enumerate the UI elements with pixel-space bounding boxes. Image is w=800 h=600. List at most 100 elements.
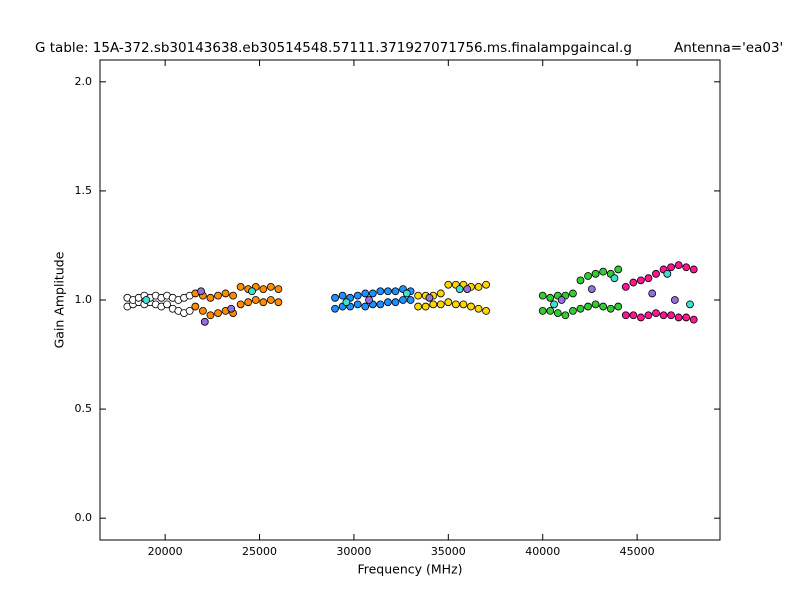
chart-title: G table: 15A-372.sb30143638.eb30514548.5… xyxy=(35,40,632,56)
point xyxy=(163,300,171,309)
point xyxy=(682,263,691,272)
point xyxy=(576,304,585,313)
x-tick-label: 25000 xyxy=(242,545,277,558)
point xyxy=(459,300,468,309)
y-tick-label: 0.0 xyxy=(75,511,93,524)
point xyxy=(402,289,411,298)
point xyxy=(436,300,445,309)
point xyxy=(557,296,566,304)
point xyxy=(259,285,268,293)
point xyxy=(584,272,592,280)
point xyxy=(200,317,209,326)
point xyxy=(214,291,222,300)
point xyxy=(368,289,377,298)
point xyxy=(455,285,464,293)
point xyxy=(414,302,423,311)
point xyxy=(197,287,205,296)
point xyxy=(185,307,194,315)
point xyxy=(236,300,245,309)
point xyxy=(259,298,268,307)
point xyxy=(652,309,660,317)
point xyxy=(621,283,630,291)
point xyxy=(384,287,392,296)
point xyxy=(274,298,283,307)
x-tick-label: 30000 xyxy=(336,545,371,558)
x-tick-label: 45000 xyxy=(620,545,655,558)
point xyxy=(451,300,460,309)
point xyxy=(648,289,657,298)
point xyxy=(361,302,370,311)
point xyxy=(644,311,653,320)
point xyxy=(546,307,555,315)
point xyxy=(248,287,256,296)
point xyxy=(436,289,445,298)
point xyxy=(553,309,562,317)
point xyxy=(463,285,472,293)
point xyxy=(482,280,490,289)
point xyxy=(689,315,698,324)
point xyxy=(338,291,347,300)
point xyxy=(221,289,230,298)
point xyxy=(614,265,623,274)
point xyxy=(406,296,415,304)
point xyxy=(391,287,400,296)
point xyxy=(636,276,645,285)
point xyxy=(674,261,683,269)
point xyxy=(670,296,679,304)
point xyxy=(274,285,283,293)
point xyxy=(599,302,608,311)
point xyxy=(227,304,236,313)
point xyxy=(266,283,275,291)
point xyxy=(391,298,400,307)
point xyxy=(444,298,453,307)
point xyxy=(610,274,619,283)
point xyxy=(342,298,351,307)
point xyxy=(584,302,592,311)
point xyxy=(414,291,423,300)
point xyxy=(591,300,600,309)
point xyxy=(142,296,151,304)
point xyxy=(365,296,373,304)
point xyxy=(587,285,596,293)
point xyxy=(467,302,475,311)
point xyxy=(331,304,339,313)
point xyxy=(229,291,237,300)
point xyxy=(606,304,615,313)
point xyxy=(206,311,215,320)
point xyxy=(546,293,555,302)
point xyxy=(659,311,668,320)
point xyxy=(251,296,260,304)
point xyxy=(629,278,638,287)
point xyxy=(266,296,275,304)
x-axis-label: Frequency (MHz) xyxy=(357,562,462,577)
point xyxy=(629,311,638,320)
point xyxy=(561,311,570,320)
y-tick-label: 1.5 xyxy=(75,184,93,197)
point xyxy=(244,298,253,307)
y-tick-label: 1.0 xyxy=(75,293,93,306)
point xyxy=(421,302,430,311)
point xyxy=(538,307,547,315)
point xyxy=(425,293,434,302)
point xyxy=(682,313,691,322)
point xyxy=(599,267,608,276)
point xyxy=(361,289,370,298)
point xyxy=(663,269,672,278)
point xyxy=(482,307,490,315)
points xyxy=(123,261,698,326)
point xyxy=(444,280,453,289)
x-tick-label: 35000 xyxy=(431,545,466,558)
point xyxy=(644,274,653,283)
point xyxy=(686,300,694,309)
y-axis-label: Gain Amplitude xyxy=(52,251,67,348)
point xyxy=(621,311,630,320)
point xyxy=(667,311,676,320)
point xyxy=(429,300,438,309)
point xyxy=(214,309,222,317)
point xyxy=(569,289,577,298)
x-tick-label: 40000 xyxy=(525,545,560,558)
point xyxy=(353,300,362,309)
point xyxy=(614,302,623,311)
point xyxy=(576,276,585,285)
